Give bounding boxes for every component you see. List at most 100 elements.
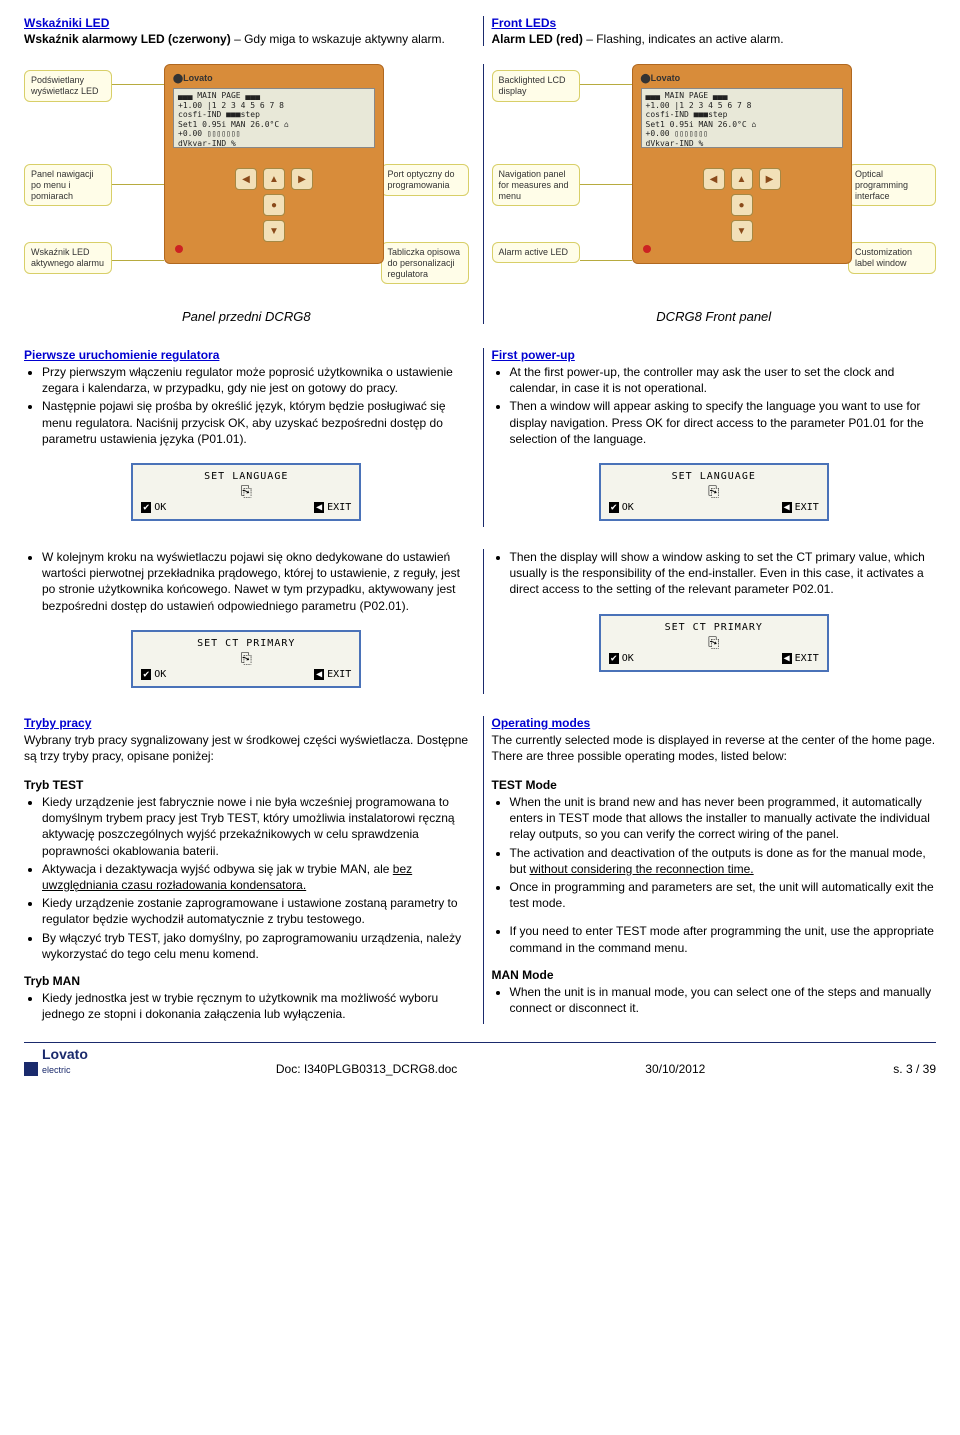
diagram-row: Podświetlany wyświetlacz LED Panel nawig… xyxy=(24,64,936,324)
device-panel-pl: ⬤Lovato ▄▄▄ MAIN PAGE ▄▄▄ +1.00 |1 2 3 4… xyxy=(164,64,384,264)
mini-lcd-ct-bottom-en: ✔OK ◀EXIT xyxy=(609,653,819,664)
first-power-pl: Pierwsze uruchomienie regulatora Przy pi… xyxy=(24,348,484,527)
mini-lcd-exit: EXIT xyxy=(327,502,351,513)
key-down-icon: ▼ xyxy=(263,220,285,242)
callout-tl-pl: Podświetlany wyświetlacz LED xyxy=(24,70,112,102)
mini-lcd-ct-mid-icon-en: ⎘ xyxy=(609,635,819,651)
mini-lcd-ct-mid-icon: ⎘ xyxy=(141,651,351,667)
opmodes-heading-en: Operating modes xyxy=(492,716,937,730)
key-ok-icon-en: ● xyxy=(731,194,753,216)
list-item: Aktywacja i dezaktywacja wyjść odbywa si… xyxy=(42,861,469,893)
list-item: Then the display will show a window aski… xyxy=(510,549,937,598)
lcd-l2e: +1.00 |1 2 3 4 5 6 7 8 xyxy=(646,101,838,111)
opmodes-intro-pl: Wybrany tryb pracy sygnalizowany jest w … xyxy=(24,732,469,764)
mini-lcd-bottom-en: ✔OK ◀EXIT xyxy=(609,502,819,513)
lcd-l6: dVkvar-IND % xyxy=(178,139,370,149)
mini-lcd-ct-ok-en: OK xyxy=(622,653,634,664)
opmodes-pl: Tryby pracy Wybrany tryb pracy sygnalizo… xyxy=(24,716,484,1025)
device-panel-en: ⬤Lovato ▄▄▄ MAIN PAGE ▄▄▄ +1.00 |1 2 3 4… xyxy=(632,64,852,264)
key-right-icon-en: ▶ xyxy=(759,168,781,190)
keypad-en: ◀ ▲ ● ▼ ▶ xyxy=(641,168,843,242)
ct-primary-pl: W kolejnym kroku na wyświetlaczu pojawi … xyxy=(24,549,484,694)
mini-lcd-mid-icon: ⎘ xyxy=(141,484,351,500)
diagram-wrap-pl: Podświetlany wyświetlacz LED Panel nawig… xyxy=(24,64,469,324)
diagram-en: Backlighted LCD display Navigation panel… xyxy=(492,64,937,324)
mini-lcd-ct-ok: OK xyxy=(154,669,166,680)
diagram-pl: Podświetlany wyświetlacz LED Panel nawig… xyxy=(24,64,484,324)
mini-lcd-lang-pl: SET LANGUAGE ⎘ ✔OK ◀EXIT xyxy=(131,463,361,521)
callout-tr-pl: Port optyczny do programowania xyxy=(381,164,469,196)
list-item: Then a window will appear asking to spec… xyxy=(510,398,937,447)
first-power-en: First power-up At the first power-up, th… xyxy=(492,348,937,527)
top-col-pl: Wskaźniki LED Wskaźnik alarmowy LED (cze… xyxy=(24,16,484,46)
man-head-pl: Tryb MAN xyxy=(24,974,469,988)
brand-bar-en: ⬤Lovato xyxy=(641,73,843,84)
brand-sub: electric xyxy=(42,1065,71,1075)
list-item: Następnie pojawi się prośba by określić … xyxy=(42,398,469,447)
caption-en: DCRG8 Front panel xyxy=(492,309,937,324)
subheading-pl: Wskaźnik alarmowy LED (czerwony) – Gdy m… xyxy=(24,32,469,46)
opmodes-en: Operating modes The currently selected m… xyxy=(492,716,937,1025)
mini-lcd-ct-bottom: ✔OK ◀EXIT xyxy=(141,669,351,680)
mini-lcd-ok-en: OK xyxy=(622,502,634,513)
mini-lcd-ct-title-en: SET CT PRIMARY xyxy=(609,622,819,633)
list-item: Once in programming and parameters are s… xyxy=(510,879,937,911)
key-left-icon-en: ◀ xyxy=(703,168,725,190)
page-footer: Lovato electric Doc: I340PLGB0313_DCRG8.… xyxy=(24,1042,936,1076)
lcd-l1: ▄▄▄ MAIN PAGE ▄▄▄ xyxy=(178,91,370,101)
top-headings: Wskaźniki LED Wskaźnik alarmowy LED (cze… xyxy=(24,16,936,46)
footer-page: s. 3 / 39 xyxy=(893,1062,936,1076)
ct-primary-row: W kolejnym kroku na wyświetlaczu pojawi … xyxy=(24,549,936,694)
first-power-list-pl: Przy pierwszym włączeniu regulator może … xyxy=(24,364,469,447)
callout-ml-pl: Panel nawigacji po menu i pomiarach xyxy=(24,164,112,206)
lcd-l2: +1.00 |1 2 3 4 5 6 7 8 xyxy=(178,101,370,111)
test-head-en: TEST Mode xyxy=(492,778,937,792)
first-power-heading-en: First power-up xyxy=(492,348,937,362)
mini-lcd-exit-en: EXIT xyxy=(795,502,819,513)
opmodes-intro-en: The currently selected mode is displayed… xyxy=(492,732,937,764)
footer-date: 30/10/2012 xyxy=(645,1062,705,1076)
mini-lcd-ct-exit: EXIT xyxy=(327,669,351,680)
list-item: Przy pierwszym włączeniu regulator może … xyxy=(42,364,469,396)
callout-br-en: Customization label window xyxy=(848,242,936,274)
callout-bl-en: Alarm active LED xyxy=(492,242,580,263)
key-ok-icon: ● xyxy=(263,194,285,216)
list-item: Kiedy urządzenie jest fabrycznie nowe i … xyxy=(42,794,469,859)
opmodes-row: Tryby pracy Wybrany tryb pracy sygnalizo… xyxy=(24,716,936,1025)
subheading-en: Alarm LED (red) – Flashing, indicates an… xyxy=(492,32,937,46)
man-list-pl: Kiedy jednostka jest w trybie ręcznym to… xyxy=(24,990,469,1022)
mini-lcd-title: SET LANGUAGE xyxy=(141,471,351,482)
mini-lcd-title-en: SET LANGUAGE xyxy=(609,471,819,482)
test-list-en-2: If you need to enter TEST mode after pro… xyxy=(492,923,937,955)
list-item: Kiedy jednostka jest w trybie ręcznym to… xyxy=(42,990,469,1022)
caption-pl: Panel przedni DCRG8 xyxy=(24,309,469,324)
first-power-row: Pierwsze uruchomienie regulatora Przy pi… xyxy=(24,348,936,527)
key-right-icon: ▶ xyxy=(291,168,313,190)
list-item: If you need to enter TEST mode after pro… xyxy=(510,923,937,955)
callout-tr-en: Optical programming interface xyxy=(848,164,936,206)
footer-doc: Doc: I340PLGB0313_DCRG8.doc xyxy=(276,1062,457,1076)
lcd-l6e: dVkvar-IND % xyxy=(646,139,838,149)
ct-primary-en: Then the display will show a window aski… xyxy=(492,549,937,694)
callout-tl-en: Backlighted LCD display xyxy=(492,70,580,102)
test-list-en: When the unit is brand new and has never… xyxy=(492,794,937,911)
list-item: W kolejnym kroku na wyświetlaczu pojawi … xyxy=(42,549,469,614)
opmodes-heading-pl: Tryby pracy xyxy=(24,716,469,730)
list-item: Kiedy urządzenie zostanie zaprogramowane… xyxy=(42,895,469,927)
brand-logo: Lovato electric xyxy=(24,1047,88,1076)
lcd-l3: cosfi-IND ■■■step xyxy=(178,110,370,120)
lcd-l4: Set1 0.95i MAN 26.0°C ⌂ xyxy=(178,120,370,130)
man-list-en: When the unit is in manual mode, you can… xyxy=(492,984,937,1016)
test-b2u-en: without considering the reconnection tim… xyxy=(530,862,754,876)
mini-lcd-ct-en: SET CT PRIMARY ⎘ ✔OK ◀EXIT xyxy=(599,614,829,672)
callout-bl-pl: Wskaźnik LED aktywnego alarmu xyxy=(24,242,112,274)
list-item: The activation and deactivation of the o… xyxy=(510,845,937,877)
lcd-l5: +0.00 ▯▯▯▯▯▯▯ xyxy=(178,129,370,139)
list-item: At the first power-up, the controller ma… xyxy=(510,364,937,396)
test-head-pl: Tryb TEST xyxy=(24,778,469,792)
subheading-lead-en: Alarm LED (red) xyxy=(492,32,583,46)
mini-lcd-ok: OK xyxy=(154,502,166,513)
key-down-icon-en: ▼ xyxy=(731,220,753,242)
man-head-en: MAN Mode xyxy=(492,968,937,982)
mini-lcd-ct-exit-en: EXIT xyxy=(795,653,819,664)
